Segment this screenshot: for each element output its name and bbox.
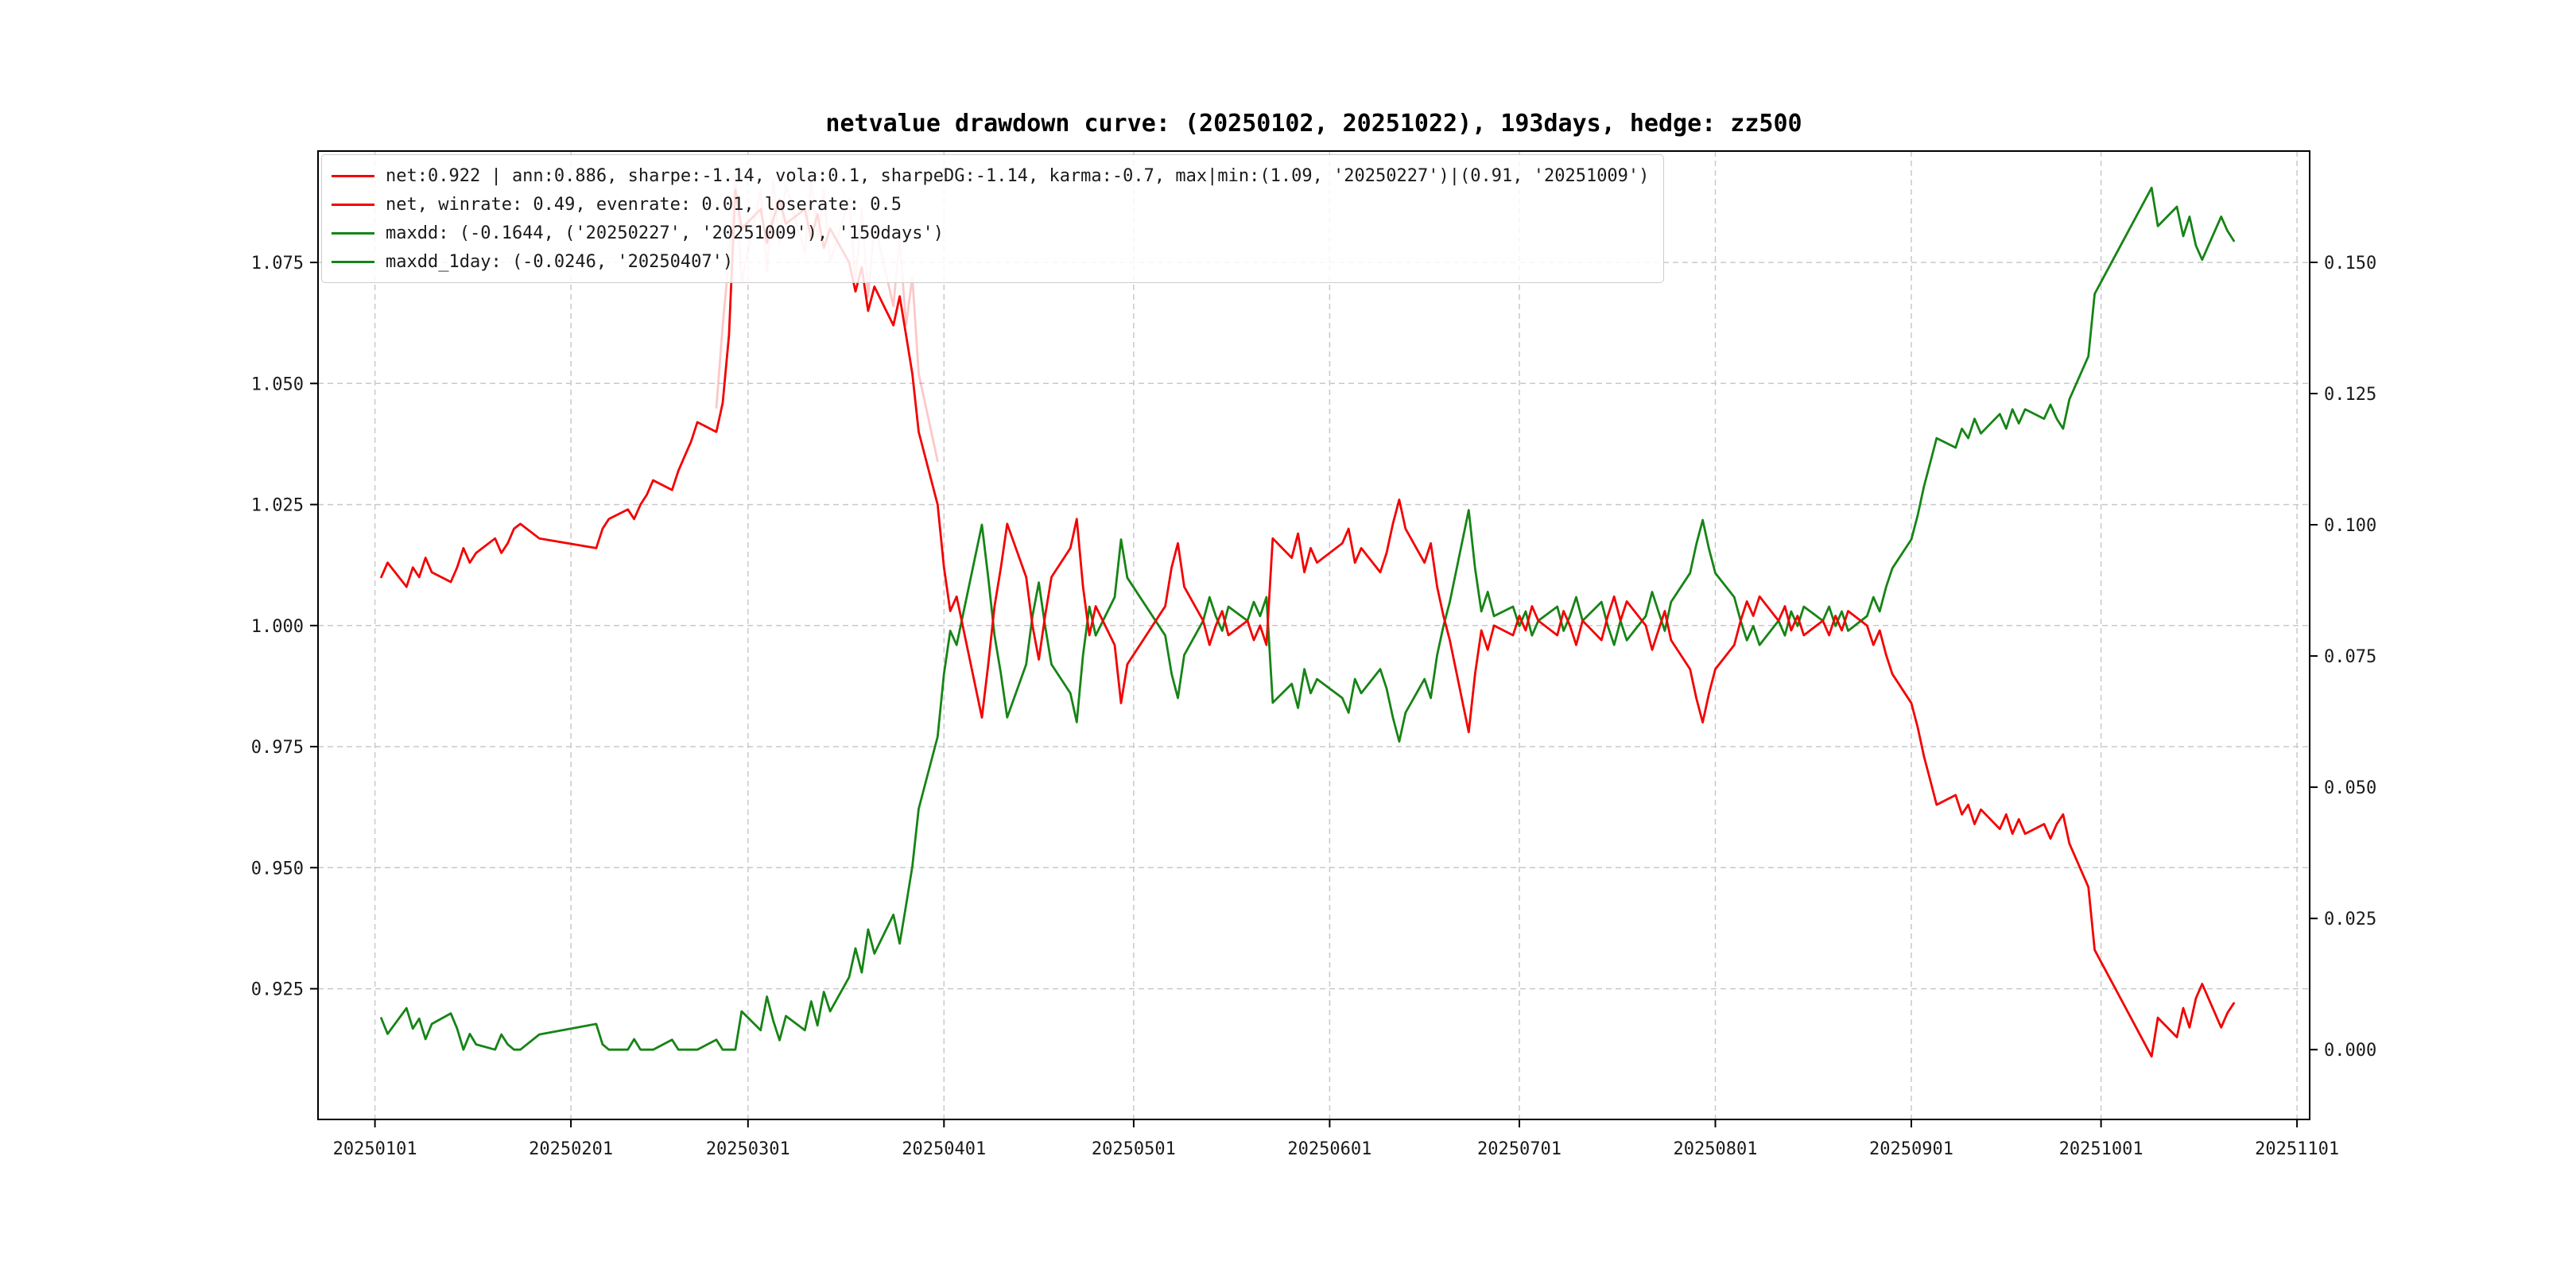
right-tick-label: 0.100 (2324, 516, 2376, 536)
x-tick-label: 20251001 (2059, 1139, 2143, 1159)
legend-item-label: net, winrate: 0.49, evenrate: 0.01, lose… (386, 194, 902, 215)
x-tick-label: 20250601 (1287, 1139, 1371, 1159)
left-tick-label: 1.075 (251, 254, 304, 274)
left-tick-label: 0.975 (251, 738, 304, 758)
legend-item-label: maxdd_1day: (-0.0246, '20250407') (386, 251, 734, 272)
x-tick-label: 20250501 (1092, 1139, 1176, 1159)
x-tick-label: 20250801 (1674, 1139, 1758, 1159)
right-tick-label: 0.125 (2324, 385, 2376, 405)
right-tick-label: 0.000 (2324, 1041, 2376, 1061)
plot-background (318, 151, 2310, 1119)
maxdd-line-swatch-icon (332, 231, 374, 235)
chart-title: netvalue drawdown curve: (20250102, 2025… (825, 110, 1802, 138)
grid (318, 151, 2310, 1119)
legend-item: maxdd: (-0.1644, ('20250227', '20251009'… (332, 219, 1649, 247)
x-tick-label: 20250401 (902, 1139, 986, 1159)
net-winrate-line-swatch-icon (332, 203, 374, 206)
legend-item-label: net:0.922 | ann:0.886, sharpe:-1.14, vol… (386, 165, 1650, 186)
legend: net:0.922 | ann:0.886, sharpe:-1.14, vol… (321, 154, 1665, 283)
legend-item: net:0.922 | ann:0.886, sharpe:-1.14, vol… (332, 161, 1649, 190)
x-tick-label: 20251101 (2255, 1139, 2339, 1159)
right-tick-label: 0.025 (2324, 910, 2376, 929)
right-tick-label: 0.150 (2324, 254, 2376, 274)
legend-item: maxdd_1day: (-0.0246, '20250407') (332, 247, 1649, 276)
x-tick-label: 20250901 (1869, 1139, 1953, 1159)
right-tick-label: 0.075 (2324, 647, 2376, 667)
maxdd-1day-line-swatch-icon (332, 260, 374, 263)
net-line (380, 188, 2236, 1058)
legend-item: net, winrate: 0.49, evenrate: 0.01, lose… (332, 190, 1649, 219)
x-tick-label: 20250201 (529, 1139, 613, 1159)
legend-item-label: maxdd: (-0.1644, ('20250227', '20251009'… (386, 223, 944, 243)
x-tick-label: 20250101 (333, 1139, 417, 1159)
axes: 20250101 20250201 20250301 20250401 20250501… (251, 150, 2376, 1159)
left-tick-label: 1.050 (251, 374, 304, 394)
right-tick-label: 0.050 (2324, 778, 2376, 798)
maxdd-line (380, 186, 2236, 1051)
left-tick-label: 1.025 (251, 496, 304, 516)
left-tick-label: 1.000 (251, 617, 304, 637)
x-tick-label: 20250301 (706, 1139, 790, 1159)
x-tick-label: 20250701 (1477, 1139, 1562, 1159)
net-line-swatch-icon (332, 174, 374, 177)
left-tick-label: 0.925 (251, 980, 304, 1000)
left-tick-label: 0.950 (251, 859, 304, 879)
plot-border (317, 150, 2310, 1120)
